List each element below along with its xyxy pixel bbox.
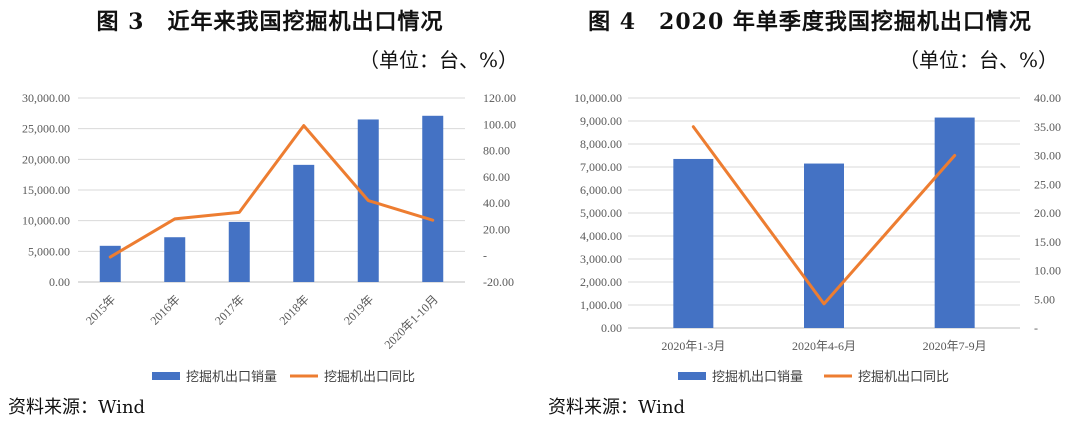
y2-tick-label: -20.00: [483, 275, 514, 289]
export-quarterly-chart: 10,000.00 9,000.00 8,000.00 7,000.00 6,000.0…: [574, 91, 1061, 384]
y2-tick-label: 120.00: [483, 91, 516, 105]
y2-tick-label: -: [1034, 321, 1038, 335]
figure-3-panel: 图 3 近年来我国挖掘机出口情况 （单位：台、%） 30,000.00 25,00…: [8, 9, 518, 418]
y2-tick-label: 40.00: [483, 196, 510, 210]
bar: [804, 163, 844, 328]
figure-title: 图 4 2020 年单季度我国挖掘机出口情况: [588, 9, 1032, 35]
legend-label: 挖掘机出口销量: [712, 369, 803, 384]
y-tick-label: 10,000.00: [574, 91, 622, 105]
y-tick-label: 2,000.00: [580, 275, 622, 289]
unit-note: （单位：台、%）: [358, 48, 518, 72]
y2-tick-label: 60.00: [483, 170, 510, 184]
y-tick-label: 25,000.00: [22, 122, 70, 136]
x-tick-label: 2020年7-9月: [923, 339, 987, 353]
x-tick-label: 2017年: [212, 292, 247, 327]
bar: [164, 237, 186, 282]
legend-swatch-bar: [152, 372, 180, 380]
y-tick-label: 20,000.00: [22, 152, 70, 166]
y2-tick-label: 35.00: [1034, 120, 1061, 134]
source-note: 资料来源：Wind: [8, 397, 146, 418]
y2-tick-label: 30.00: [1034, 149, 1061, 163]
x-tick-label: 2019年: [341, 292, 376, 327]
figure-4-panel: 图 4 2020 年单季度我国挖掘机出口情况 （单位：台、%） 10,000.0…: [540, 0, 1080, 421]
y2-tick-label: 20.00: [1034, 206, 1061, 220]
y2-tick-label: 80.00: [483, 144, 510, 158]
y2-tick-label: 40.00: [1034, 91, 1061, 105]
y2-tick-label: 25.00: [1034, 177, 1061, 191]
bar: [934, 117, 975, 328]
y2-tick-label: 10.00: [1034, 264, 1061, 278]
y-tick-label: 8,000.00: [580, 137, 622, 151]
y2-tick-label: -: [483, 249, 487, 263]
y-tick-label: 9,000.00: [580, 114, 622, 128]
y-tick-label: 5,000.00: [28, 244, 70, 258]
series-line: [691, 125, 957, 306]
y2-tick-label: 5.00: [1034, 292, 1055, 306]
x-tick-label: 2020年1-10月: [381, 292, 440, 351]
bar: [228, 221, 250, 282]
x-tick-label: 2015年: [83, 292, 118, 327]
x-tick-label: 2020年4-6月: [792, 339, 856, 353]
y-tick-label: 6,000.00: [580, 183, 622, 197]
y-tick-label: 0.00: [601, 321, 622, 335]
legend-swatch-bar: [678, 372, 706, 380]
x-tick-label: 2020年1-3月: [661, 339, 725, 353]
y-tick-label: 1,000.00: [580, 298, 622, 312]
bar: [673, 158, 714, 328]
y-tick-label: 4,000.00: [580, 229, 622, 243]
unit-note: （单位：台、%）: [898, 48, 1058, 72]
series-line: [108, 124, 435, 259]
export-annual-chart: 30,000.00 25,000.00 20,000.00 15,000.00 10,0…: [22, 91, 516, 384]
y-tick-label: 10,000.00: [22, 214, 70, 228]
bar: [293, 164, 315, 282]
y-tick-label: 5,000.00: [580, 206, 622, 220]
y-tick-label: 3,000.00: [580, 252, 622, 266]
x-tick-label: 2018年: [277, 292, 312, 327]
legend-label: 挖掘机出口销量: [186, 369, 277, 384]
y-tick-label: 15,000.00: [22, 183, 70, 197]
legend-label: 挖掘机出口同比: [858, 369, 949, 384]
y2-tick-label: 20.00: [483, 222, 510, 236]
y-tick-label: 0.00: [49, 275, 70, 289]
source-note: 资料来源：Wind: [548, 397, 686, 418]
legend-label: 挖掘机出口同比: [324, 369, 415, 384]
bar: [422, 115, 444, 282]
y-tick-label: 7,000.00: [580, 160, 622, 174]
y2-tick-label: 15.00: [1034, 235, 1061, 249]
y2-tick-label: 100.00: [483, 117, 516, 131]
x-tick-label: 2016年: [148, 292, 183, 327]
figure-title: 图 3 近年来我国挖掘机出口情况: [96, 9, 444, 35]
y-tick-label: 30,000.00: [22, 91, 70, 105]
